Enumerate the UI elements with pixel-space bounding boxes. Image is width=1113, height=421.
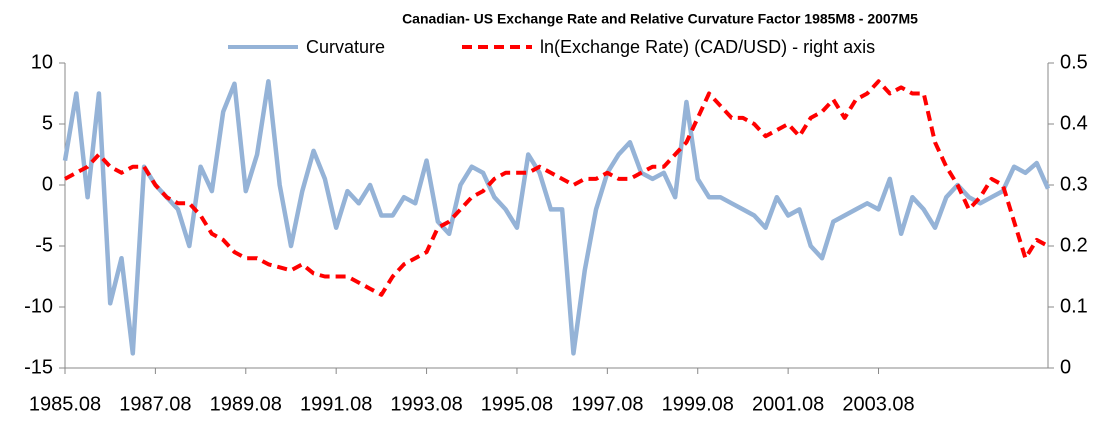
x-tick-label: 1995.08 — [481, 393, 553, 415]
x-tick-label: 1985.08 — [29, 393, 101, 415]
x-tick-label: 1991.08 — [300, 393, 372, 415]
x-tick-label: 1999.08 — [662, 393, 734, 415]
x-tick-label: 2001.08 — [752, 393, 824, 415]
legend-label: ln(Exchange Rate) (CAD/USD) - right axis — [540, 37, 875, 57]
legend-label: Curvature — [306, 37, 385, 57]
y2-tick-label: 0 — [1060, 356, 1071, 378]
y-tick-label: -10 — [24, 295, 53, 317]
y-tick-label: -15 — [24, 356, 53, 378]
y2-tick-label: 0.1 — [1060, 295, 1088, 317]
series-line — [64, 79, 1049, 297]
x-tick-label: 1993.08 — [390, 393, 462, 415]
x-tick-label: 1987.08 — [119, 393, 191, 415]
x-tick-label: 2003.08 — [842, 393, 914, 415]
x-tick-label: 1997.08 — [571, 393, 643, 415]
y2-tick-label: 0.5 — [1060, 51, 1088, 73]
chart-title: Canadian- US Exchange Rate and Relative … — [402, 11, 918, 27]
y2-tick-label: 0.4 — [1060, 112, 1088, 134]
x-tick-label: 1989.08 — [210, 393, 282, 415]
y2-tick-label: 0.3 — [1060, 173, 1088, 195]
series-line — [62, 79, 1051, 356]
y-tick-label: -5 — [35, 234, 53, 256]
y-tick-label: 5 — [42, 112, 53, 134]
y-tick-label: 0 — [42, 173, 53, 195]
y2-tick-label: 0.2 — [1060, 234, 1088, 256]
y-tick-label: 10 — [31, 51, 53, 73]
